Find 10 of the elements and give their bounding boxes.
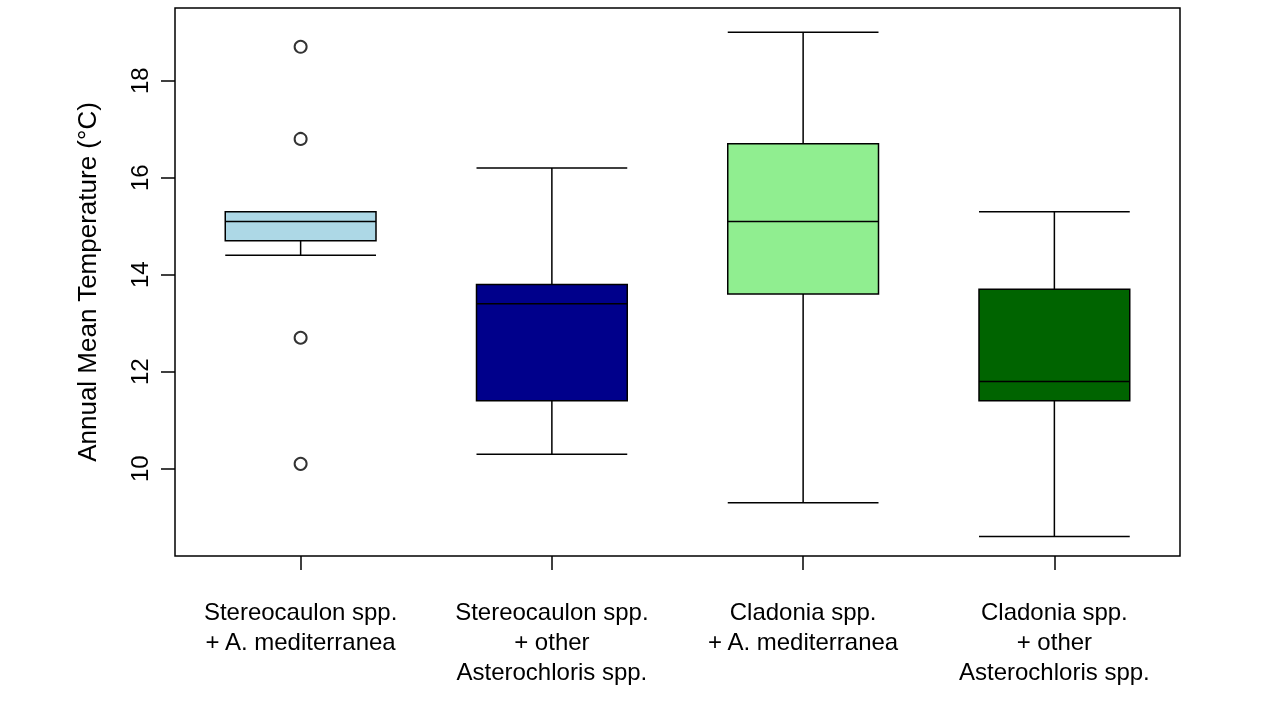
x-tick-label: Cladonia spp. + other Asterochloris spp. bbox=[959, 597, 1150, 685]
x-tick-label: Stereocaulon spp. + other Asterochloris spp. bbox=[455, 597, 649, 685]
y-tick-label: 10 bbox=[125, 455, 153, 483]
y-tick-label: 16 bbox=[125, 164, 153, 192]
y-tick-label: 12 bbox=[125, 358, 153, 386]
x-tick-label: Stereocaulon spp. + A. mediterranea bbox=[203, 597, 398, 655]
x-tick-label: Cladonia spp. + A. mediterranea bbox=[708, 597, 899, 655]
y-tick-label: 18 bbox=[125, 67, 153, 95]
y-axis-title: Annual Mean Temperature (°C) bbox=[72, 102, 102, 462]
y-tick-label: 14 bbox=[125, 261, 153, 289]
